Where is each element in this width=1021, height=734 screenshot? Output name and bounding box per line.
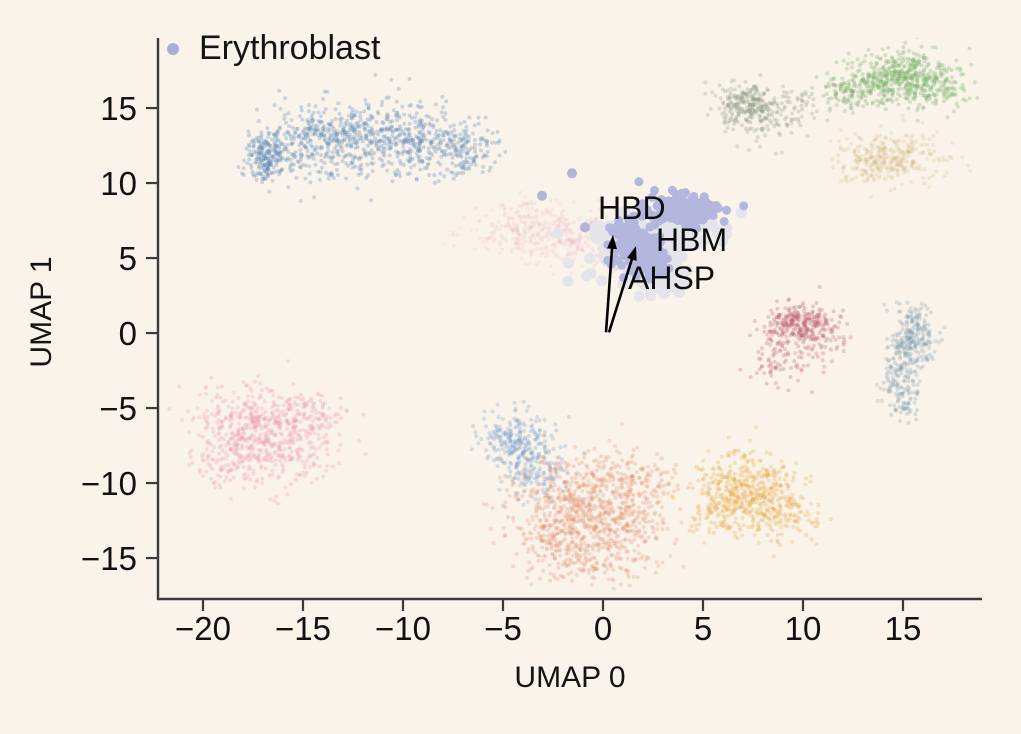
annotation-arrowhead-icon	[607, 234, 617, 250]
y-tick-label: 10	[100, 165, 137, 202]
cluster-erythroblast-core	[603, 177, 749, 284]
legend-label-erythroblast: Erythroblast	[199, 29, 381, 67]
cluster-orange-bottom	[661, 425, 833, 559]
x-tick-label: 0	[594, 610, 612, 647]
y-tick-label: 0	[119, 315, 137, 352]
annotation-arrow	[604, 243, 614, 333]
cluster-salmon-bottom	[481, 422, 702, 591]
x-tick-label: −10	[375, 610, 431, 647]
cluster-slate-right	[874, 300, 947, 425]
y-tick-label: −15	[81, 540, 137, 577]
y-tick-label: 15	[100, 90, 137, 127]
cluster-blue-bottom	[469, 399, 586, 520]
cluster-faint-pink-mid	[441, 190, 649, 277]
legend-marker-erythroblast-icon	[167, 42, 179, 55]
annotation-arrowhead-icon	[627, 246, 637, 261]
x-axis-label: UMAP 0	[514, 661, 626, 694]
annotation-arrow	[607, 254, 635, 333]
y-axis-label: UMAP 1	[25, 256, 58, 368]
cluster-tan-right	[828, 113, 973, 199]
x-tick-label: −5	[484, 610, 522, 647]
cluster-pink-bottom-left	[167, 359, 368, 506]
x-tick-label: 15	[885, 610, 922, 647]
gene-annotation-ahsp: AHSP	[628, 260, 716, 296]
gene-annotation-hbm: HBM	[656, 222, 728, 258]
cluster-erythroblast-outliers	[537, 168, 590, 233]
cluster-green-top-right	[803, 38, 980, 123]
x-tick-label: −15	[275, 610, 331, 647]
gene-annotation-hbd: HBD	[598, 190, 666, 226]
y-tick-label: −10	[81, 465, 137, 502]
x-tick-label: 10	[785, 610, 822, 647]
legend: Erythroblast	[167, 29, 380, 68]
cluster-blue-arc-top-left	[236, 73, 508, 203]
cluster-rose-right	[738, 285, 853, 395]
y-tick-label: 5	[119, 240, 137, 277]
x-tick-label: −20	[175, 610, 231, 647]
cluster-sage-top	[703, 73, 932, 156]
x-tick-label: 5	[694, 610, 712, 647]
y-tick-label: −5	[99, 390, 137, 427]
